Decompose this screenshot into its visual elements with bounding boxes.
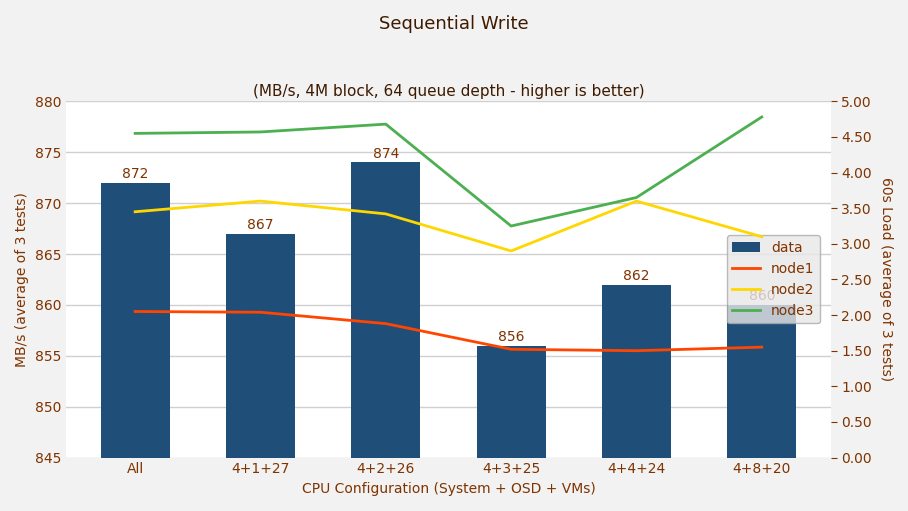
Bar: [351, 162, 420, 457]
Bar: [477, 345, 546, 457]
Text: 862: 862: [623, 269, 650, 283]
Title: (MB/s, 4M block, 64 queue depth - higher is better): (MB/s, 4M block, 64 queue depth - higher…: [252, 84, 645, 99]
Legend: data, node1, node2, node3: data, node1, node2, node3: [726, 236, 820, 323]
Text: 872: 872: [122, 167, 148, 181]
Bar: [602, 285, 671, 457]
X-axis label: CPU Configuration (System + OSD + VMs): CPU Configuration (System + OSD + VMs): [301, 482, 596, 496]
Bar: [226, 234, 295, 457]
Text: 874: 874: [372, 147, 399, 161]
Text: Sequential Write: Sequential Write: [380, 15, 528, 33]
Text: 856: 856: [498, 330, 524, 344]
Y-axis label: 60s Load (average of 3 tests): 60s Load (average of 3 tests): [879, 177, 893, 382]
Text: 860: 860: [748, 289, 775, 304]
Bar: [101, 183, 170, 457]
Text: 867: 867: [247, 218, 273, 232]
Y-axis label: MB/s (average of 3 tests): MB/s (average of 3 tests): [15, 192, 29, 367]
Bar: [727, 305, 796, 457]
